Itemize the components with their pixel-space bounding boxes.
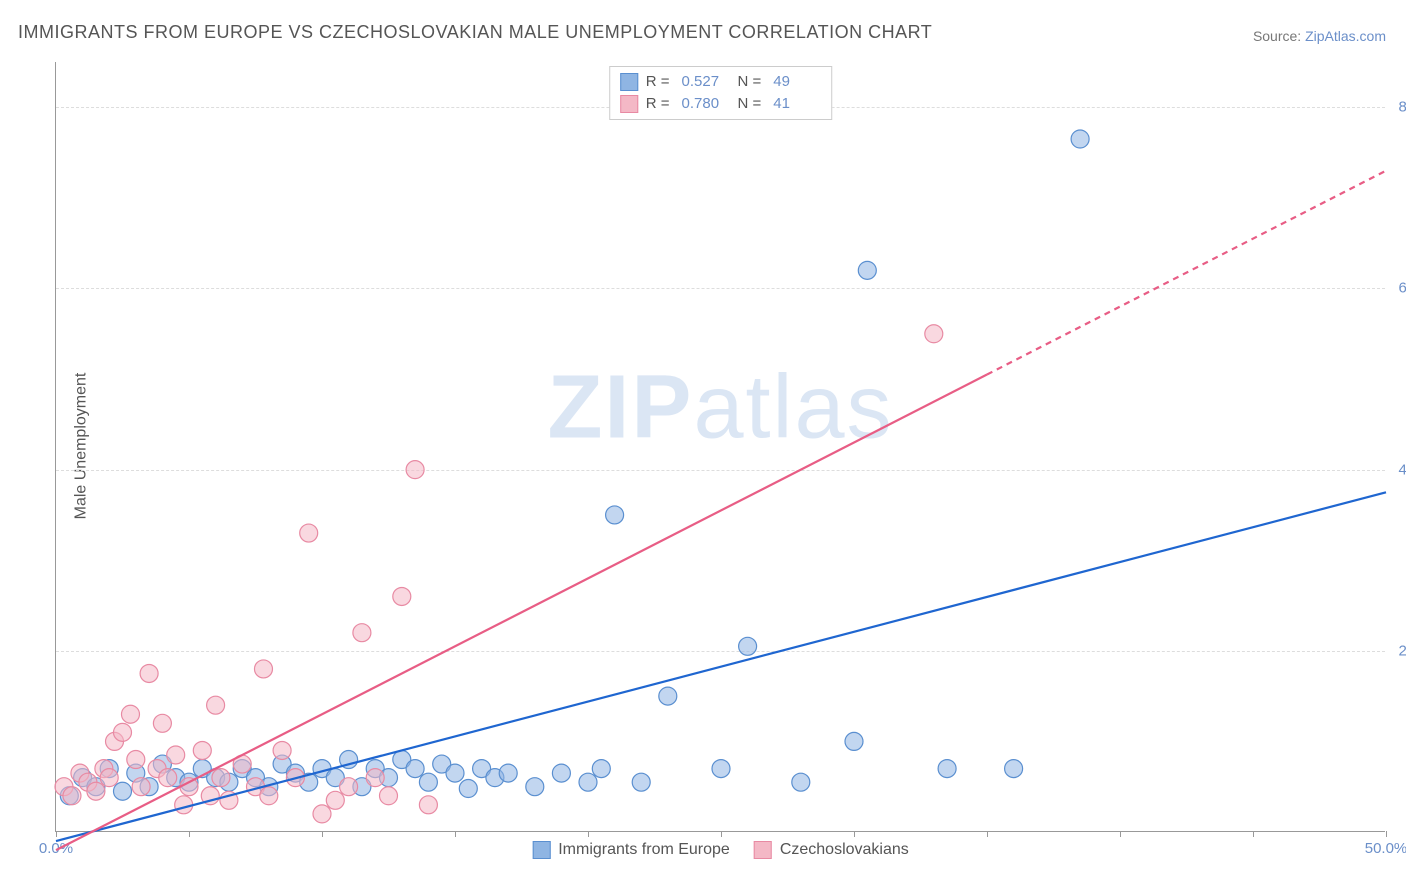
legend-item-czech: Czechoslovakians (754, 841, 909, 859)
x-tick-label: 50.0% (1365, 840, 1406, 857)
source-attribution: Source: ZipAtlas.com (1253, 28, 1386, 44)
swatch-czech-icon (754, 841, 772, 859)
x-tick-label: 0.0% (39, 840, 73, 857)
source-link[interactable]: ZipAtlas.com (1305, 28, 1386, 44)
chart-title: IMMIGRANTS FROM EUROPE VS CZECHOSLOVAKIA… (18, 22, 932, 43)
legend-item-europe: Immigrants from Europe (532, 841, 730, 859)
y-tick-label: 20.0% (1398, 642, 1406, 659)
source-label: Source: (1253, 28, 1301, 44)
series-legend: Immigrants from Europe Czechoslovakians (532, 841, 909, 859)
y-tick-label: 80.0% (1398, 99, 1406, 116)
swatch-europe-icon (532, 841, 550, 859)
plot-area: ZIPatlas 20.0%40.0%60.0%80.0% 0.0%50.0% … (55, 62, 1385, 832)
scatter-svg (56, 62, 1385, 831)
legend-label-europe: Immigrants from Europe (558, 841, 730, 859)
y-tick-label: 40.0% (1398, 461, 1406, 478)
legend-label-czech: Czechoslovakians (780, 841, 909, 859)
y-tick-label: 60.0% (1398, 280, 1406, 297)
